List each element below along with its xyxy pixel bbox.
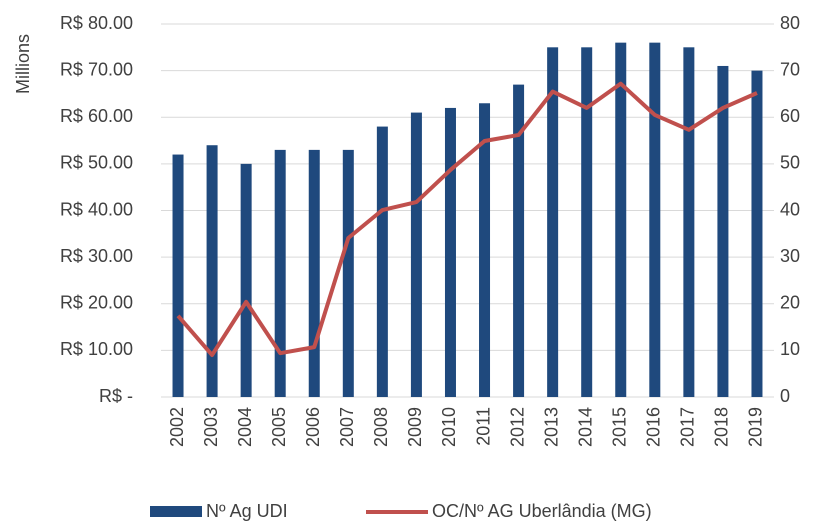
bar: [717, 65, 729, 398]
y2-tick-label: 10: [780, 339, 800, 359]
legend-label: OC/Nº AG Uberlândia (MG): [432, 501, 652, 521]
legend-swatch: [150, 506, 202, 517]
x-tick-label: 2013: [541, 407, 561, 447]
bar: [513, 84, 525, 398]
y2-tick-label: 0: [780, 386, 790, 406]
legend-label: Nº Ag UDI: [206, 501, 288, 521]
x-tick-label: 2017: [678, 407, 698, 447]
x-tick-label: 2016: [644, 407, 664, 447]
bar: [649, 42, 661, 398]
x-tick-label: 2009: [405, 407, 425, 447]
x-tick-label: 2003: [201, 407, 221, 447]
bar: [274, 149, 286, 397]
bar: [308, 149, 320, 397]
x-tick-label: 2012: [507, 407, 527, 447]
x-tick-label: 2011: [473, 407, 493, 446]
y2-tick-label: 50: [780, 153, 800, 173]
bar: [683, 47, 695, 397]
bar: [479, 103, 491, 397]
y-axis-title: Millions: [13, 34, 33, 94]
bar: [547, 47, 559, 397]
x-tick-label: 2002: [167, 407, 187, 447]
bar: [444, 107, 456, 398]
x-tick-label: 2010: [439, 407, 459, 447]
bar: [581, 47, 593, 397]
y2-tick-label: 80: [780, 13, 800, 33]
bar: [240, 163, 252, 397]
y-tick-label: R$ 70.00: [60, 59, 133, 79]
y-tick-label: R$ -: [99, 386, 133, 406]
x-tick-label: 2006: [303, 407, 323, 447]
y-tick-label: R$ 50.00: [60, 153, 133, 173]
x-tick-label: 2008: [371, 407, 391, 447]
bar: [206, 145, 218, 397]
y-tick-label: R$ 10.00: [60, 339, 133, 359]
y-tick-label: R$ 40.00: [60, 199, 133, 219]
x-tick-label: 2005: [269, 407, 289, 447]
line: [176, 81, 758, 358]
bar: [342, 149, 354, 397]
x-tick-label: 2015: [610, 407, 630, 447]
x-tick-label: 2014: [575, 407, 595, 447]
x-tick-label: 2018: [712, 407, 732, 447]
y2-tick-label: 60: [780, 106, 800, 126]
x-tick-label: 2007: [337, 407, 357, 447]
y2-tick-label: 40: [780, 199, 800, 219]
bar: [410, 112, 422, 398]
y-tick-label: R$ 60.00: [60, 106, 133, 126]
bar: [376, 126, 388, 397]
y-tick-label: R$ 80.00: [60, 13, 133, 33]
bar: [615, 42, 627, 398]
y2-tick-label: 20: [780, 293, 800, 313]
bar: [751, 70, 763, 397]
x-tick-label: 2004: [235, 407, 255, 447]
y-tick-label: R$ 20.00: [60, 293, 133, 313]
y-tick-label: R$ 30.00: [60, 246, 133, 266]
y2-tick-label: 30: [780, 246, 800, 266]
y2-tick-label: 70: [780, 59, 800, 79]
bar: [172, 154, 184, 397]
x-tick-label: 2019: [746, 407, 766, 447]
